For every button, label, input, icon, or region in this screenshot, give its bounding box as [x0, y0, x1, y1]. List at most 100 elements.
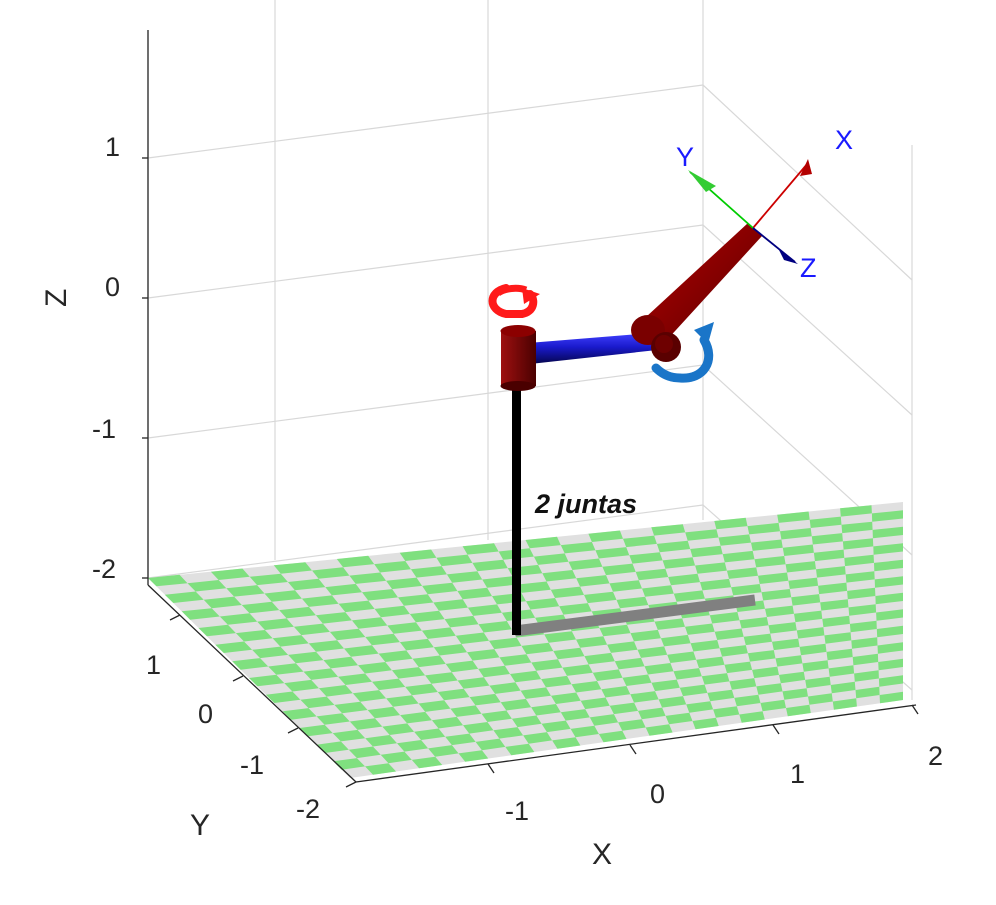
- floor-tile: [637, 646, 668, 658]
- floor-tile: [391, 667, 426, 679]
- floor-tile: [571, 681, 602, 693]
- floor-tile: [576, 636, 608, 648]
- floor-tile: [316, 741, 349, 753]
- floor-tile: [642, 585, 674, 597]
- floor-tile: [279, 606, 316, 619]
- joint-2-body: [631, 315, 681, 362]
- floor-tile: [450, 705, 482, 717]
- floor-tile: [623, 535, 657, 548]
- x-tick-label: -1: [505, 796, 529, 826]
- floor-tile: [713, 706, 740, 718]
- floor-tile: [718, 534, 751, 546]
- floor-tile: [654, 618, 685, 630]
- floor-tile: [760, 699, 786, 712]
- floor-tile: [673, 590, 705, 602]
- floor-tile: [264, 590, 302, 602]
- floor-tile: [709, 612, 740, 624]
- floor-tile: [482, 576, 517, 588]
- floor-tile: [622, 674, 652, 686]
- floor-tile: [265, 691, 301, 703]
- floor-tile: [775, 655, 803, 667]
- floor-tile: [525, 536, 561, 549]
- robot-label: 2 juntas: [534, 489, 637, 519]
- floor-tile: [467, 604, 502, 616]
- floor-tile: [616, 596, 649, 609]
- floor-tile: [644, 663, 674, 675]
- floor-tile: [372, 678, 406, 691]
- floor-tile: [365, 633, 400, 646]
- x-tick-label: 2: [928, 741, 943, 771]
- floor-tile: [467, 649, 500, 661]
- floor-tile: [323, 656, 358, 669]
- floor-tile: [553, 647, 585, 660]
- floor-tile: [457, 587, 492, 600]
- floor-tile: [589, 714, 619, 726]
- joint-2-rotation-icon: [651, 322, 714, 383]
- floor-tile: [690, 640, 720, 652]
- frame-z-label: Z: [800, 253, 817, 283]
- floor-tile: [409, 610, 445, 623]
- floor-tile: [747, 650, 776, 662]
- floor-tile: [362, 589, 398, 601]
- floor-tile: [734, 694, 761, 707]
- floor-tile: [312, 567, 350, 579]
- floor-tile: [541, 675, 572, 688]
- floor-tile: [685, 529, 719, 541]
- floor-tile: [638, 707, 666, 720]
- floor-tile: [811, 533, 843, 545]
- frame-x-label: X: [835, 125, 853, 155]
- floor-tile: [562, 664, 593, 676]
- floor-tile: [700, 578, 732, 591]
- floor-tile: [824, 632, 852, 644]
- floor-tile: [493, 727, 524, 739]
- floor-tile: [786, 704, 811, 717]
- floor-tile: [739, 711, 765, 723]
- floor-tile: [794, 610, 823, 623]
- x-axis-label: X: [592, 838, 612, 871]
- floor-tile: [651, 524, 686, 536]
- floor-tile: [431, 716, 463, 729]
- floor-tile: [772, 638, 800, 651]
- floor-tile: [481, 710, 512, 722]
- floor-tile: [719, 645, 748, 657]
- floor-tile: [333, 758, 365, 770]
- floor-tile: [656, 540, 691, 553]
- tool-frame: [688, 159, 812, 264]
- floor-tile: [754, 556, 786, 568]
- floor-tile: [714, 517, 748, 530]
- floor-tile: [618, 719, 646, 731]
- floor-tile: [531, 659, 563, 671]
- floor-tile: [844, 554, 874, 567]
- floor-tile: [724, 661, 753, 674]
- floor-tile: [560, 709, 590, 721]
- floor-tile: [288, 651, 324, 664]
- joint-1-rotation-icon: [488, 284, 540, 318]
- floor-tile: [855, 686, 880, 699]
- floor-tile: [826, 648, 853, 661]
- y-tick-label: -1: [240, 750, 264, 780]
- floor-tile: [510, 670, 542, 683]
- floor-tile: [387, 622, 422, 634]
- floor-tile: [469, 693, 501, 706]
- floor-tile: [570, 725, 599, 738]
- floor-tile: [436, 554, 473, 567]
- floor-tile: [374, 561, 411, 573]
- floor-tile: [399, 549, 437, 561]
- floor-tile: [499, 654, 532, 666]
- floor-tile: [500, 698, 532, 711]
- floor-tile: [598, 730, 627, 743]
- floor-tile: [542, 570, 577, 582]
- floor-tile: [412, 655, 446, 668]
- floor-tile: [701, 673, 730, 685]
- joint-1-body: [500, 325, 536, 391]
- floor-tile: [358, 662, 392, 674]
- floor-tile: [768, 622, 797, 634]
- x-axis-line: [355, 704, 917, 783]
- floor-tile: [293, 623, 330, 636]
- floor-tile: [739, 617, 769, 629]
- floor-tile: [841, 521, 873, 534]
- z-tick-label: 0: [105, 272, 120, 302]
- floor-tile: [308, 640, 344, 652]
- floor-tile: [872, 526, 903, 539]
